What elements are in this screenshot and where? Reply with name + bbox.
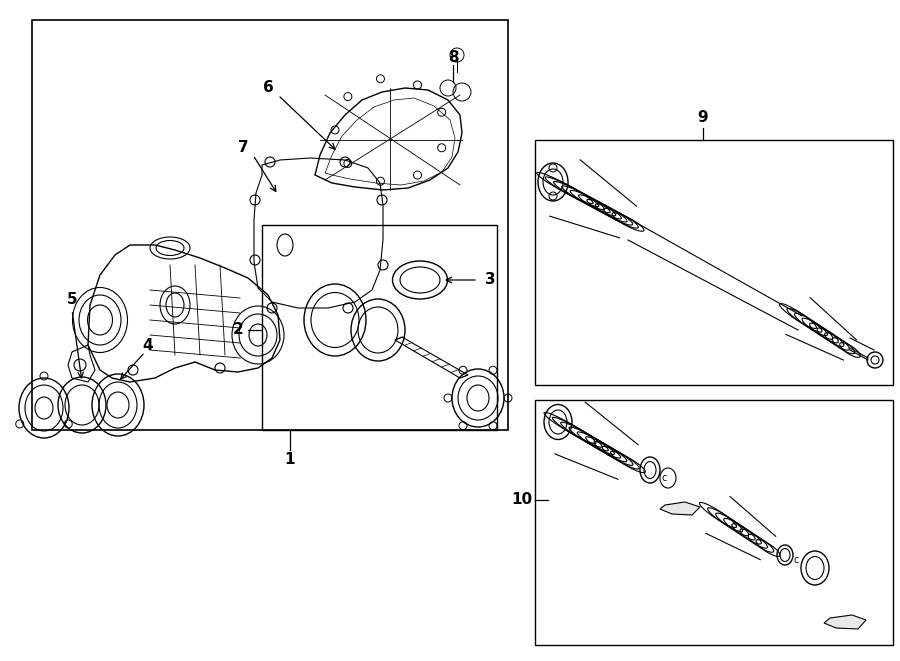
- Text: 3: 3: [485, 272, 495, 288]
- Bar: [262, 225, 497, 430]
- Text: 1: 1: [284, 453, 295, 467]
- Polygon shape: [824, 615, 866, 629]
- Text: 6: 6: [263, 81, 274, 95]
- Text: 4: 4: [143, 338, 153, 352]
- Text: c: c: [793, 555, 798, 565]
- Text: 2: 2: [232, 323, 243, 338]
- Text: 5: 5: [67, 293, 77, 307]
- Text: 7: 7: [238, 141, 248, 155]
- Text: c: c: [662, 473, 668, 483]
- Text: 10: 10: [511, 492, 533, 508]
- Polygon shape: [660, 502, 700, 515]
- Text: 9: 9: [698, 110, 708, 126]
- Text: 8: 8: [447, 50, 458, 65]
- Bar: [535, 140, 893, 385]
- Bar: [535, 400, 893, 645]
- Bar: [32, 20, 508, 430]
